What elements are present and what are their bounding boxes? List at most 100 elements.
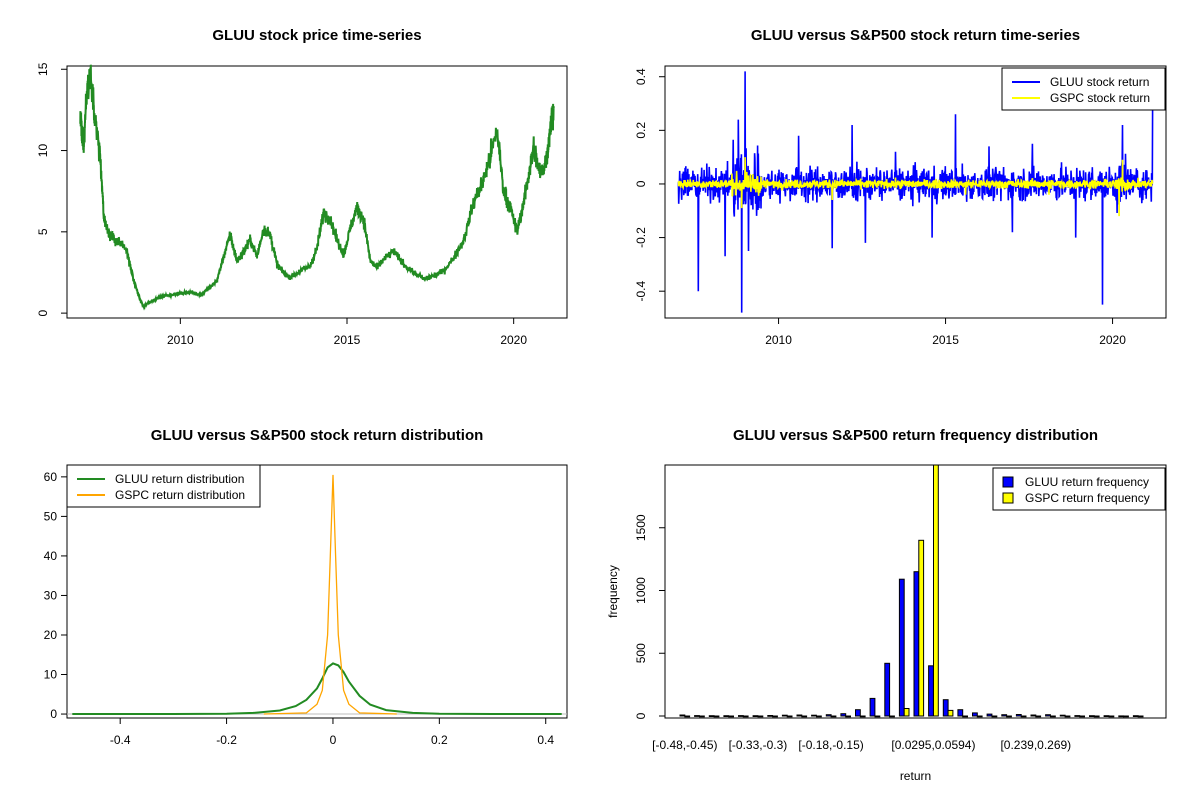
y-tick-label: 10	[44, 668, 58, 682]
y-axis-title: frequency	[606, 565, 620, 618]
gspc-bar	[1035, 715, 1042, 718]
gspc-bar	[757, 715, 764, 718]
chart-title: GLUU versus S&P500 return frequency dist…	[733, 427, 1098, 444]
gluu-bar	[723, 715, 730, 718]
gspc-bar	[786, 715, 793, 718]
gluu-bar	[1089, 715, 1095, 718]
gspc-bar	[933, 465, 939, 717]
gluu-bar	[1074, 715, 1081, 717]
gluu-bar	[679, 714, 686, 717]
x-tick-label: 2015	[932, 333, 959, 347]
x-tick-label: [-0.33,-0.3)	[729, 738, 788, 752]
gluu-bar	[694, 715, 700, 717]
x-axis-title: return	[900, 769, 931, 783]
gspc-bar	[742, 715, 749, 718]
legend-label: GSPC return frequency	[1025, 491, 1150, 505]
gluu-bar	[796, 714, 803, 717]
legend-label: GLUU stock return	[1050, 75, 1149, 89]
gluu-bar	[1103, 715, 1110, 718]
legend-label: GLUU return frequency	[1025, 475, 1149, 489]
gluu-bar	[913, 571, 920, 717]
legend-label: GLUU return distribution	[115, 472, 244, 486]
gspc-bar	[772, 715, 778, 718]
legend-box	[66, 464, 261, 508]
x-tick-label: 2020	[1099, 333, 1126, 347]
gluu-bar	[1001, 714, 1008, 717]
price-line	[79, 64, 555, 311]
y-tick-label: 1500	[634, 514, 648, 541]
y-tick-label: 0	[634, 712, 648, 719]
gspc-bar	[1064, 715, 1071, 718]
gspc-bar	[874, 715, 881, 718]
y-tick-label: 0	[50, 707, 57, 721]
gspc-bar	[845, 715, 852, 718]
gspc-bar	[684, 715, 691, 718]
gspc-bar	[801, 715, 808, 718]
gluu-bar	[1059, 714, 1066, 717]
gspc-return-line	[677, 157, 1154, 217]
bars-group	[679, 465, 1144, 718]
gluu-bar	[898, 578, 905, 717]
gluu-density-line	[72, 662, 562, 715]
gluu-bar	[869, 697, 876, 717]
x-tick-label: 2015	[334, 333, 361, 347]
return-distribution-panel: GLUU versus S&P500 stock return distribu…	[44, 427, 568, 747]
gluu-bar	[972, 712, 978, 717]
gspc-bar	[859, 715, 866, 718]
x-tick-label: [-0.48,-0.45)	[652, 738, 717, 752]
x-tick-label: [-0.18,-0.15)	[798, 738, 863, 752]
y-tick-label: 1000	[634, 577, 648, 604]
gspc-bar	[1123, 715, 1129, 718]
gluu-bar	[752, 715, 759, 718]
gluu-bar	[1118, 715, 1125, 718]
x-tick-label: [0.239,0.269)	[1000, 738, 1071, 752]
y-tick-label: 0.4	[634, 68, 648, 85]
x-tick-label: -0.2	[216, 733, 237, 747]
gspc-bar	[962, 715, 969, 718]
chart-title: GLUU versus S&P500 stock return time-ser…	[751, 27, 1080, 44]
x-tick-label: 0.2	[431, 733, 448, 747]
gspc-bar	[903, 708, 910, 717]
gluu-bar	[855, 709, 861, 717]
gspc-bar	[699, 715, 705, 718]
y-tick-label: -0.2	[634, 227, 648, 248]
gluu-bar	[767, 715, 774, 717]
gspc-bar	[728, 715, 735, 718]
y-tick-label: 0.2	[634, 122, 648, 139]
y-tick-label: 500	[634, 643, 648, 663]
y-tick-label: 40	[44, 549, 58, 563]
gluu-bar	[811, 714, 817, 717]
y-tick-label: 30	[44, 588, 58, 602]
gluu-bar	[986, 713, 993, 717]
x-tick-label: 2010	[765, 333, 792, 347]
gluu-bar	[957, 709, 964, 717]
x-tick-label: 2010	[167, 333, 194, 347]
return-frequency-panel: GLUU versus S&P500 return frequency dist…	[606, 427, 1167, 783]
gluu-bar	[1015, 714, 1022, 717]
gspc-bar	[976, 715, 983, 718]
gspc-bar	[816, 715, 822, 718]
x-tick-label: 2020	[500, 333, 527, 347]
gspc-bar	[1093, 715, 1100, 718]
gspc-bar	[1006, 715, 1012, 718]
legend-label: GSPC stock return	[1050, 91, 1150, 105]
gspc-bar	[1137, 715, 1144, 718]
y-tick-label: 15	[36, 62, 50, 76]
gluu-bar	[738, 715, 744, 717]
return-timeseries-panel: GLUU versus S&P500 stock return time-ser…	[634, 27, 1167, 347]
y-tick-label: 50	[44, 509, 58, 523]
gluu-bar	[1030, 714, 1037, 717]
y-tick-label: 10	[36, 144, 50, 158]
gluu-bar	[884, 662, 891, 717]
y-tick-label: -0.4	[634, 281, 648, 302]
y-tick-label: 60	[44, 470, 58, 484]
gluu-bar	[942, 699, 949, 717]
x-tick-label: -0.4	[110, 733, 131, 747]
gluu-bar	[1132, 715, 1139, 718]
gspc-bar	[918, 539, 925, 717]
gluu-bar	[781, 714, 788, 717]
gspc-bar	[889, 715, 895, 718]
x-tick-label: [0.0295,0.0594)	[891, 738, 975, 752]
plot-frame	[664, 464, 1167, 719]
